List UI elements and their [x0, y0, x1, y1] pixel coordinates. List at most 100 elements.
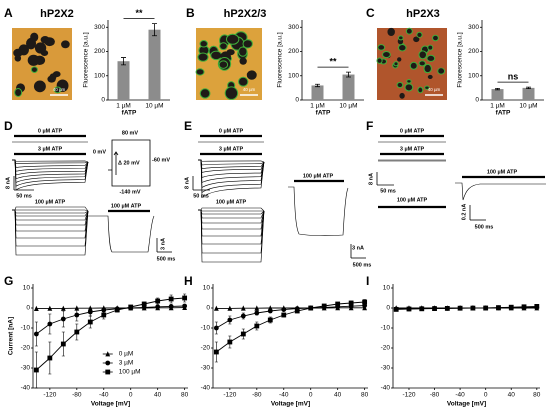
trace: [12, 209, 89, 212]
marker: [457, 305, 463, 311]
cell: [418, 50, 428, 60]
y-tick-label: 10: [23, 285, 31, 292]
x-tick-label: 1 µM: [116, 103, 131, 110]
y-axis-label: Fluorescence [a.u.]: [457, 32, 464, 87]
trace-label: 100 µM ATP: [216, 199, 247, 205]
marker: [74, 329, 80, 335]
legend-label: 3 µM: [119, 360, 134, 367]
y-tick-label: -40: [201, 385, 211, 392]
marker: [294, 308, 300, 314]
trace: [12, 209, 89, 256]
y-tick-label: 0: [386, 305, 390, 312]
marker: [534, 304, 540, 309]
trace: [12, 209, 89, 221]
marker: [47, 305, 53, 311]
trace: [198, 209, 265, 245]
scale-label: 3 nA: [352, 245, 364, 251]
trace: [198, 209, 265, 254]
trace: [12, 159, 89, 168]
cell: [226, 49, 235, 56]
trace: [288, 186, 349, 236]
x-axis-label: Voltage [mV]: [91, 401, 130, 408]
marker: [101, 312, 107, 318]
cell: [239, 57, 247, 65]
x-tick-label: 40: [154, 392, 162, 399]
cell: [404, 83, 414, 92]
legend-label: 0 µM: [119, 351, 134, 358]
y-tick-label: 100: [94, 72, 105, 79]
marker: [496, 305, 501, 310]
marker: [444, 306, 450, 311]
legend-label: 100 µM: [119, 369, 141, 376]
trace: [88, 215, 155, 253]
panel-title: hP2X2/3: [224, 8, 267, 20]
cell: [199, 88, 211, 99]
protocol-label: 80 mV: [122, 130, 139, 136]
y-tick-label: -30: [201, 365, 211, 372]
protocol-label: Δ 20 mV: [118, 160, 140, 166]
cell: [397, 57, 402, 62]
marker: [141, 301, 147, 307]
series-line: [216, 307, 365, 309]
cell: [413, 36, 420, 43]
cell: [427, 74, 433, 79]
y-tick-label: 200: [468, 48, 479, 55]
bar: [117, 61, 130, 100]
cell: [409, 61, 418, 70]
trace-label: 0 µM ATP: [219, 128, 244, 134]
trace-label: 3 µM ATP: [219, 146, 244, 152]
protocol: [108, 139, 151, 187]
panel-label: D: [4, 119, 13, 133]
cell: [438, 68, 444, 73]
cell: [246, 70, 257, 80]
marker: [393, 307, 399, 312]
y-tick-label: 100: [288, 72, 299, 79]
trace: [198, 209, 265, 230]
marker: [87, 319, 93, 325]
protocol-label: 0 mV: [93, 149, 106, 155]
traces-e: 0 µM ATP 3 µM ATP 8 nA 50 ms 100 µM ATP …: [184, 128, 371, 268]
x-tick-label: 10 µM: [339, 103, 357, 110]
marker: [213, 305, 219, 311]
series-line: [36, 307, 185, 310]
y-tick-label: 10: [383, 285, 391, 292]
marker: [87, 309, 93, 315]
cell: [30, 66, 38, 73]
y-tick-label: 0: [206, 305, 210, 312]
x-tick-label: 10 µM: [519, 103, 537, 110]
marker: [227, 339, 233, 345]
cell: [49, 73, 57, 81]
marker: [227, 305, 233, 311]
annotation: ns: [508, 72, 519, 82]
trace-family: [198, 207, 265, 263]
scale-label: 40 µm: [243, 87, 256, 92]
marker: [521, 304, 527, 310]
error-bar: [152, 23, 157, 37]
x-tick-label: -80: [252, 392, 262, 399]
protocol-label: -60 mV: [152, 157, 170, 163]
y-tick-label: -20: [201, 345, 211, 352]
trace-family: [12, 206, 89, 256]
cell: [399, 92, 405, 99]
marker: [281, 312, 287, 318]
x-tick-label: 80: [533, 392, 541, 399]
cell: [242, 39, 253, 49]
cell: [30, 32, 39, 42]
marker: [74, 312, 80, 318]
y-tick-label: -40: [21, 385, 31, 392]
trace: [378, 159, 446, 162]
marker: [406, 306, 412, 312]
panel-label: E: [184, 119, 192, 133]
marker: [60, 316, 66, 322]
trace: [198, 209, 264, 212]
marker: [267, 317, 273, 323]
y-tick-label: -10: [381, 325, 391, 332]
marker: [254, 323, 260, 329]
scale-label: 50 ms: [380, 188, 396, 194]
trace: [12, 209, 89, 247]
axis: [392, 284, 540, 389]
error-bar: [121, 57, 126, 66]
marker: [47, 355, 53, 361]
y-tick-label: 0: [101, 97, 105, 104]
marker: [227, 317, 233, 323]
